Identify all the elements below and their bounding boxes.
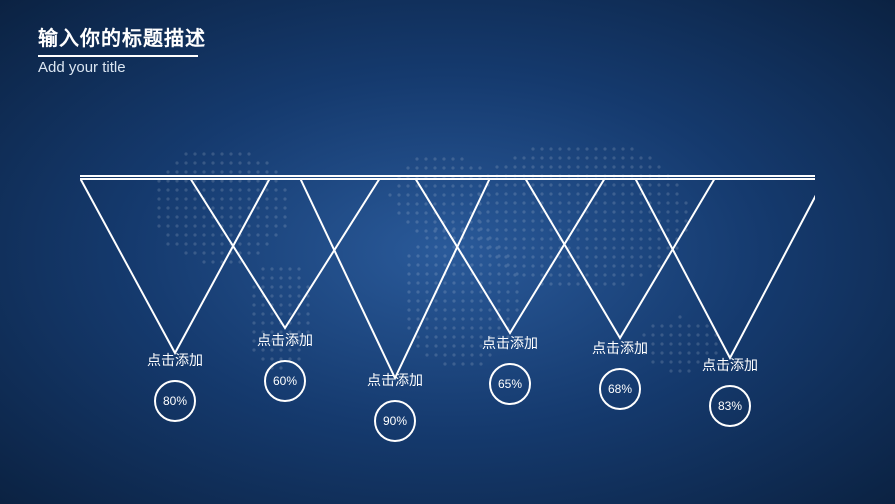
- data-item-label: 点击添加: [235, 330, 335, 350]
- data-item-5: 点击添加 83%: [680, 355, 780, 427]
- data-item-value: 65%: [498, 377, 522, 391]
- title-en: Add your title: [38, 59, 206, 76]
- data-item-circle: 68%: [599, 368, 641, 410]
- chart-area: 点击添加 80% 点击添加 60% 点击添加 90% 点击添加 65% 点击添加 68% 点击添加 8…: [80, 175, 815, 475]
- title-divider: [38, 55, 198, 57]
- title-cn: 输入你的标题描述: [38, 22, 206, 51]
- triangle-3: [415, 178, 605, 333]
- data-item-value: 83%: [718, 399, 742, 413]
- data-item-circle: 90%: [374, 400, 416, 442]
- data-item-circle: 60%: [264, 360, 306, 402]
- data-item-3: 点击添加 65%: [460, 333, 560, 405]
- data-item-4: 点击添加 68%: [570, 338, 670, 410]
- data-item-value: 80%: [163, 394, 187, 408]
- triangle-4: [525, 178, 715, 338]
- data-item-value: 90%: [383, 414, 407, 428]
- title-block: 输入你的标题描述 Add your title: [38, 22, 206, 76]
- data-item-label: 点击添加: [680, 355, 780, 375]
- data-item-1: 点击添加 60%: [235, 330, 335, 402]
- triangle-0: [80, 178, 270, 353]
- data-item-label: 点击添加: [345, 370, 445, 390]
- data-item-value: 60%: [273, 374, 297, 388]
- data-item-value: 68%: [608, 382, 632, 396]
- data-item-label: 点击添加: [460, 333, 560, 353]
- triangle-1: [190, 178, 380, 328]
- data-item-circle: 80%: [154, 380, 196, 422]
- data-item-circle: 65%: [489, 363, 531, 405]
- data-item-label: 点击添加: [570, 338, 670, 358]
- data-item-2: 点击添加 90%: [345, 370, 445, 442]
- data-item-circle: 83%: [709, 385, 751, 427]
- data-item-0: 点击添加 80%: [125, 350, 225, 422]
- data-item-label: 点击添加: [125, 350, 225, 370]
